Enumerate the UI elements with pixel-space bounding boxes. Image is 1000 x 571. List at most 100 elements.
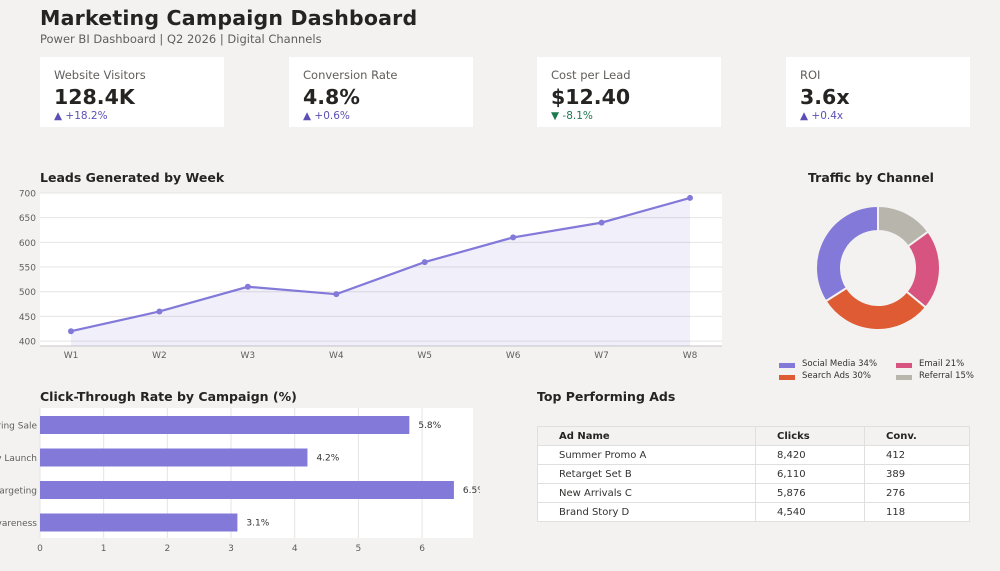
ctr-bar-chart[interactable]: 0 1 2 3 4 5 6 ring Sale 5.8% v Launch 4.2% argeting… [0, 404, 480, 556]
data-point [68, 328, 74, 335]
legend-swatch-email [896, 363, 912, 368]
data-point [156, 308, 163, 315]
data-point [244, 283, 251, 290]
x-tick-label: 5 [356, 544, 362, 554]
legend-label-referral: Referral 15% [919, 371, 974, 381]
legend-swatch-referral [896, 375, 912, 380]
y-tick-label: 450 [19, 313, 36, 323]
plot-area [40, 193, 722, 346]
dashboard-subtitle: Power BI Dashboard | Q2 2026 | Digital C… [40, 32, 322, 46]
x-tick-label: W8 [683, 351, 698, 361]
x-tick-label: 0 [37, 544, 43, 554]
bar-value-label: 4.2% [316, 454, 339, 464]
traffic-chart-title: Traffic by Channel [808, 170, 934, 185]
x-tick-label: 6 [419, 544, 425, 554]
kpi-delta: ▼ -8.1% [551, 110, 593, 122]
table-row[interactable]: Retarget Set B 6,110 389 [537, 464, 970, 484]
bar [40, 448, 308, 467]
cell-clicks: 5,876 [755, 483, 865, 503]
data-point [510, 234, 517, 241]
x-tick-label: W2 [152, 351, 167, 361]
bar-value-label: 3.1% [246, 519, 269, 529]
column-header-clicks[interactable]: Clicks [755, 426, 865, 446]
kpi-label: Conversion Rate [303, 68, 398, 82]
x-tick-label: W4 [329, 351, 344, 361]
x-tick-label: W7 [594, 351, 609, 361]
cell-conv: 118 [864, 502, 970, 522]
donut-slice-social-media [815, 204, 879, 303]
kpi-label: ROI [800, 68, 821, 82]
x-tick-label: W5 [417, 351, 432, 361]
y-tick-label: 500 [19, 288, 36, 298]
top-ads-table: Ad Name Clicks Conv. Summer Promo A 8,42… [537, 426, 970, 522]
dashboard-title: Marketing Campaign Dashboard [40, 6, 418, 30]
bar [40, 481, 454, 499]
table-row[interactable]: Summer Promo A 8,420 412 [537, 445, 970, 465]
cell-clicks: 8,420 [755, 445, 865, 465]
kpi-delta: ▲ +0.4x [800, 110, 844, 122]
kpi-value: 128.4K [54, 85, 135, 109]
legend-swatch-search [779, 375, 795, 380]
bar [40, 416, 410, 434]
column-header-conv[interactable]: Conv. [864, 426, 970, 446]
kpi-card-cost-per-lead[interactable]: Cost per Lead $12.40 ▼ -8.1% [537, 57, 721, 127]
legend-swatch-social [779, 363, 795, 368]
table-row[interactable]: New Arrivals C 5,876 276 [537, 483, 970, 503]
y-tick-label: vareness [0, 519, 37, 529]
leads-line-chart[interactable]: 400 450 500 550 600 650 700 W1 W2 W3 W4 W5 W6 W7 W8 [0, 186, 730, 366]
data-point [421, 259, 428, 266]
leads-line [70, 196, 691, 333]
legend-label-email: Email 21% [919, 359, 965, 369]
data-point [333, 291, 340, 298]
cell-ad-name: Brand Story D [537, 502, 756, 522]
kpi-delta: ▲ +18.2% [54, 110, 108, 122]
data-point [598, 219, 605, 226]
table-header-row: Ad Name Clicks Conv. [537, 426, 970, 446]
table-row[interactable]: Brand Story D 4,540 118 [537, 502, 970, 522]
y-tick-label: 400 [19, 338, 36, 348]
column-header-ad-name[interactable]: Ad Name [537, 426, 756, 446]
bar-value-label: 6.5% [463, 486, 480, 496]
y-tick-label: 700 [19, 190, 36, 200]
cell-clicks: 6,110 [755, 464, 865, 484]
kpi-card-website-visitors[interactable]: Website Visitors 128.4K ▲ +18.2% [40, 57, 224, 127]
kpi-value: 4.8% [303, 85, 360, 109]
y-tick-label: ring Sale [0, 422, 37, 432]
kpi-label: Cost per Lead [551, 68, 631, 82]
kpi-value: $12.40 [551, 85, 631, 109]
bar-value-label: 5.8% [418, 421, 441, 431]
y-tick-label: v Launch [0, 454, 37, 464]
ctr-chart-title: Click-Through Rate by Campaign (%) [40, 389, 297, 404]
leads-chart-title: Leads Generated by Week [40, 170, 225, 185]
kpi-label: Website Visitors [54, 68, 146, 82]
cell-conv: 276 [864, 483, 970, 503]
traffic-donut-chart[interactable] [812, 202, 944, 334]
cell-ad-name: Summer Promo A [537, 445, 756, 465]
data-point [687, 194, 693, 201]
y-tick-label: argeting [0, 487, 37, 497]
legend-label-social: Social Media 34% [802, 359, 878, 369]
donut-slice-search-ads [824, 286, 928, 331]
y-tick-label: 600 [19, 239, 36, 249]
cell-ad-name: Retarget Set B [537, 464, 756, 484]
kpi-value: 3.6x [800, 85, 850, 109]
y-tick-label: 550 [19, 264, 36, 274]
cell-conv: 389 [864, 464, 970, 484]
x-tick-label: 2 [164, 544, 170, 554]
cell-clicks: 4,540 [755, 502, 865, 522]
legend-label-search: Search Ads 30% [802, 371, 871, 381]
donut-slice-referral [877, 204, 930, 248]
ads-table-title: Top Performing Ads [537, 389, 676, 404]
x-tick-label: W3 [241, 351, 256, 361]
kpi-card-conversion-rate[interactable]: Conversion Rate 4.8% ▲ +0.6% [289, 57, 473, 127]
x-tick-label: 4 [292, 544, 298, 554]
cell-ad-name: New Arrivals C [537, 483, 756, 503]
x-tick-label: 1 [101, 544, 107, 554]
bar [40, 513, 238, 532]
x-tick-label: 3 [228, 544, 234, 554]
kpi-delta: ▲ +0.6% [303, 110, 350, 122]
kpi-card-roi[interactable]: ROI 3.6x ▲ +0.4x [786, 57, 970, 127]
x-tick-label: W1 [64, 351, 79, 361]
leads-area [71, 197, 690, 346]
y-tick-label: 650 [19, 214, 36, 224]
